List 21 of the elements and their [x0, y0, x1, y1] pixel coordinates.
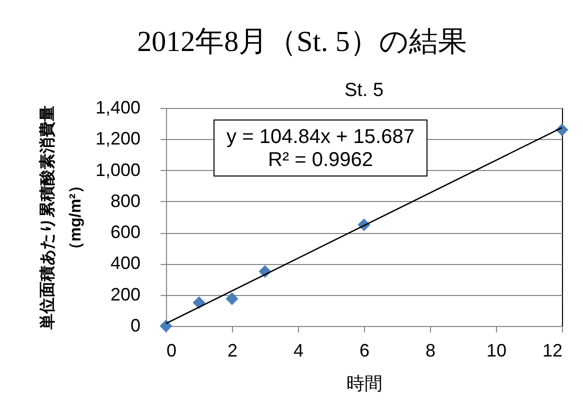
x-tick-label: 4 — [293, 340, 304, 360]
x-tick-label: 8 — [425, 340, 436, 360]
y-tick-label: 0 — [130, 316, 140, 336]
y-tick-label: 800 — [110, 190, 140, 211]
x-tick-label: 10 — [486, 340, 507, 360]
x-tick-label: 6 — [359, 340, 370, 360]
y-tick-label: 200 — [110, 284, 140, 304]
y-axis-title: 単位面積あたり累積酸素消費量（mg/m²） — [38, 106, 84, 330]
x-tick-label: 2 — [227, 340, 238, 360]
y-tick-label: 600 — [110, 222, 140, 242]
chart-subtitle: St. 5 — [344, 80, 384, 101]
x-tick-label: 12 — [542, 340, 562, 360]
y-tick-label: 1,200 — [95, 128, 140, 149]
annotation: y = 104.84x + 15.687 — [226, 126, 414, 148]
x-axis-title: 時間 — [346, 374, 382, 394]
y-tick-label: 1,000 — [95, 160, 140, 180]
x-tick-label: 0 — [166, 340, 177, 360]
annotation: R² = 0.9962 — [268, 149, 374, 171]
y-tick-label: 1,400 — [95, 98, 140, 118]
chart-title: 2012年8月（St. 5）の結果 — [137, 26, 467, 58]
y-tick-label: 400 — [110, 253, 140, 274]
